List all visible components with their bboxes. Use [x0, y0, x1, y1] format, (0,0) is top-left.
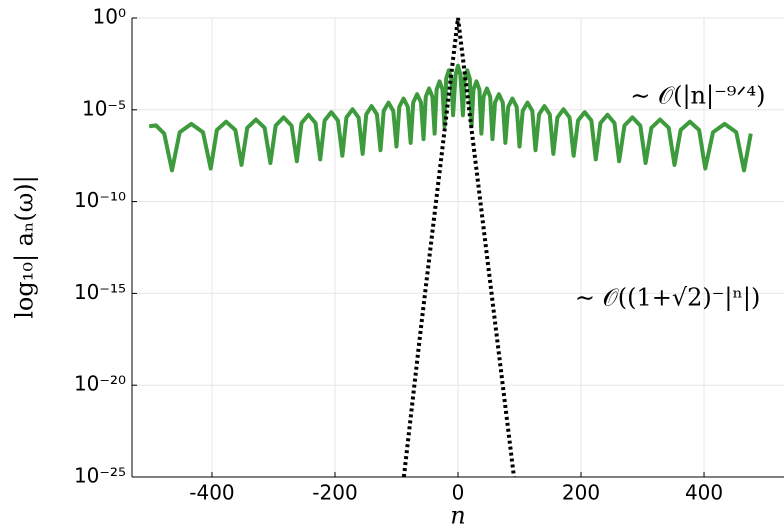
- annotation: ∼ 𝒪((1+√2)⁻|ⁿ|): [575, 283, 760, 312]
- y-tick-label: 10⁻²⁵: [74, 464, 126, 488]
- series-line: [401, 17, 516, 478]
- x-tick-label: -400: [189, 481, 234, 505]
- y-tick-label: 10⁻⁵: [82, 96, 126, 120]
- x-tick-label: 0: [452, 481, 465, 505]
- y-tick-label: 10⁻²⁰: [74, 372, 126, 396]
- x-tick-label: -200: [312, 481, 357, 505]
- series-line: [148, 63, 753, 173]
- x-tick-label: 400: [685, 481, 723, 505]
- x-tick-label: 200: [562, 481, 600, 505]
- y-tick-label: 10⁰: [93, 5, 126, 29]
- x-axis-label: n: [450, 502, 465, 530]
- plot-area: [148, 17, 753, 478]
- y-tick-label: 10⁻¹⁵: [74, 280, 126, 304]
- y-tick-label: 10⁻¹⁰: [74, 188, 126, 212]
- y-axis-label: log₁₀| aₙ(ω)|: [11, 175, 40, 319]
- annotation: ∼ 𝒪(|n|⁻⁹ᐟ⁴): [630, 81, 765, 110]
